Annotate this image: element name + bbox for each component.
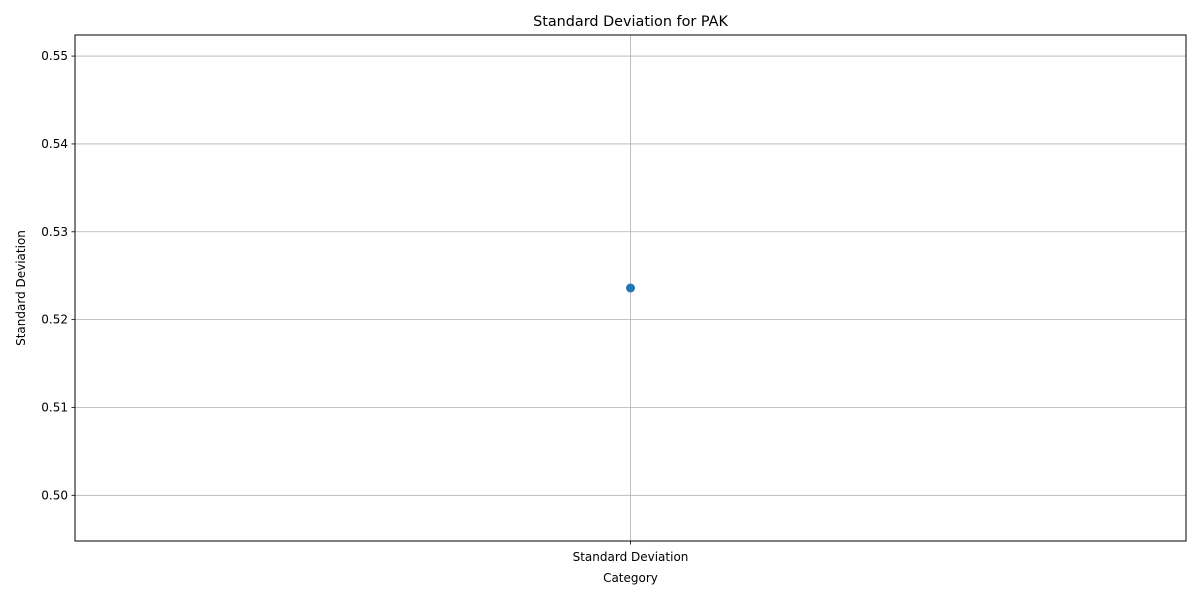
y-tick-label: 0.55 bbox=[41, 49, 68, 63]
y-tick-label: 0.53 bbox=[41, 225, 68, 239]
ticks: 0.50 0.51 0.52 0.53 0.54 0.55 Standard Deviati… bbox=[41, 49, 688, 564]
y-tick-label: 0.50 bbox=[41, 488, 68, 502]
grid bbox=[75, 35, 1186, 541]
y-axis-label: Standard Deviation bbox=[14, 230, 28, 346]
y-tick-label: 0.52 bbox=[41, 313, 68, 327]
series-layer bbox=[626, 283, 635, 293]
y-tick-label: 0.54 bbox=[41, 137, 68, 151]
x-axis-label: Category bbox=[603, 571, 658, 585]
chart-title: Standard Deviation for PAK bbox=[533, 14, 728, 30]
x-tick-label: Standard Deviation bbox=[573, 550, 689, 564]
y-tick-label: 0.51 bbox=[41, 400, 68, 414]
data-point bbox=[626, 283, 635, 293]
